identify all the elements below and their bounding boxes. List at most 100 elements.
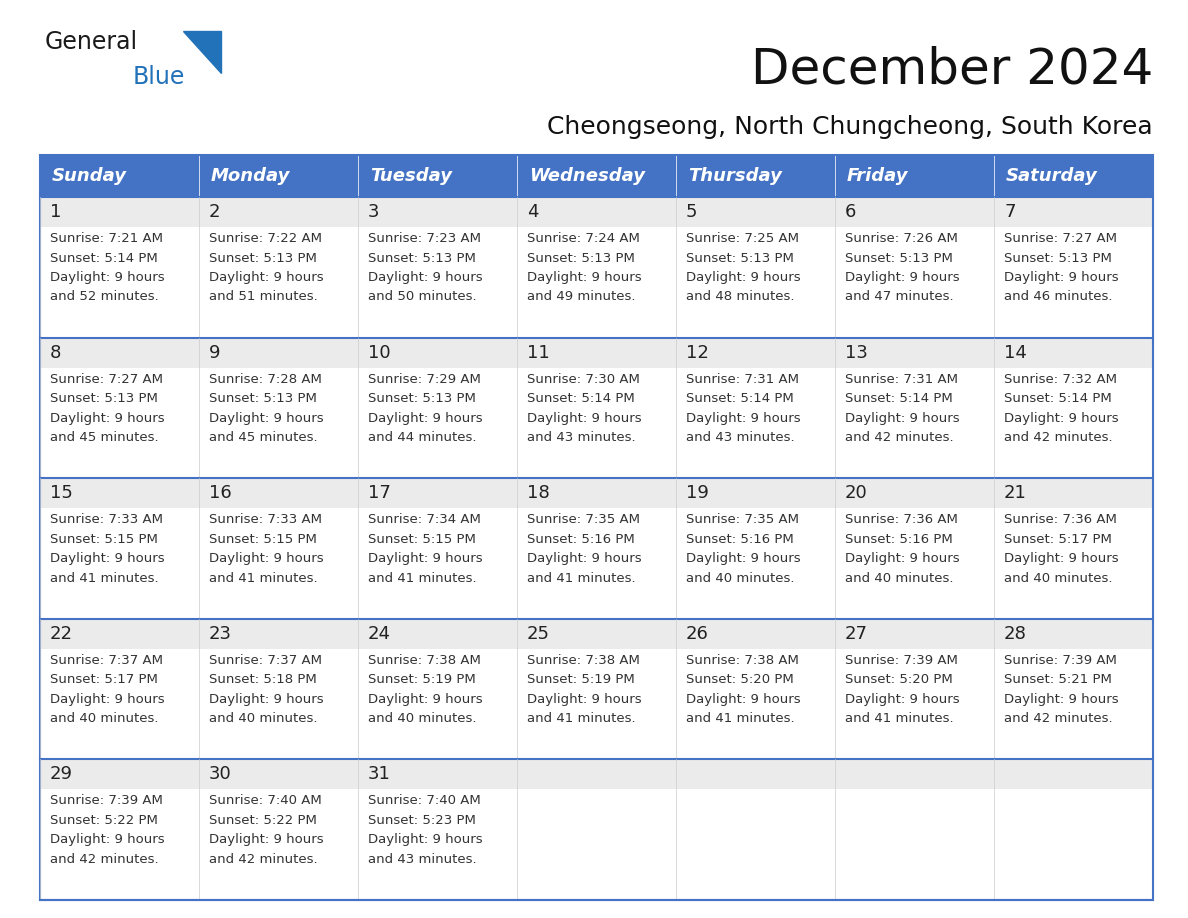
Text: 31: 31 — [368, 766, 391, 783]
Text: 22: 22 — [50, 625, 72, 643]
Text: 4: 4 — [527, 203, 538, 221]
Text: Sunset: 5:14 PM: Sunset: 5:14 PM — [1004, 392, 1112, 405]
Text: Daylight: 9 hours: Daylight: 9 hours — [845, 553, 960, 565]
Bar — [517, 759, 676, 789]
Text: Sunset: 5:14 PM: Sunset: 5:14 PM — [685, 392, 794, 405]
Bar — [994, 197, 1154, 227]
Text: Daylight: 9 hours: Daylight: 9 hours — [685, 411, 801, 425]
Bar — [676, 619, 835, 649]
Bar — [994, 338, 1154, 478]
Text: Daylight: 9 hours: Daylight: 9 hours — [368, 553, 482, 565]
Bar — [835, 197, 994, 227]
Text: and 40 minutes.: and 40 minutes. — [1004, 572, 1112, 585]
Bar — [200, 197, 358, 227]
Bar — [40, 155, 1154, 900]
Text: Daylight: 9 hours: Daylight: 9 hours — [527, 693, 642, 706]
Bar — [200, 619, 358, 649]
Text: Sunrise: 7:33 AM: Sunrise: 7:33 AM — [209, 513, 322, 526]
Bar — [676, 338, 835, 367]
Bar — [200, 759, 358, 900]
Bar — [200, 338, 358, 478]
Bar — [40, 197, 200, 227]
Bar — [676, 197, 835, 227]
Text: 29: 29 — [50, 766, 72, 783]
Bar — [676, 155, 835, 197]
Text: Daylight: 9 hours: Daylight: 9 hours — [527, 411, 642, 425]
Text: Sunrise: 7:38 AM: Sunrise: 7:38 AM — [368, 654, 481, 666]
Text: Sunset: 5:20 PM: Sunset: 5:20 PM — [845, 673, 953, 687]
Bar — [358, 759, 517, 900]
Text: and 41 minutes.: and 41 minutes. — [685, 712, 795, 725]
Bar — [835, 338, 994, 478]
Bar — [200, 155, 358, 197]
Text: Sunset: 5:15 PM: Sunset: 5:15 PM — [50, 532, 158, 545]
Text: Sunrise: 7:30 AM: Sunrise: 7:30 AM — [527, 373, 640, 386]
Text: 19: 19 — [685, 484, 709, 502]
Bar — [200, 197, 358, 338]
Text: Daylight: 9 hours: Daylight: 9 hours — [1004, 693, 1119, 706]
Text: and 42 minutes.: and 42 minutes. — [209, 853, 317, 866]
Text: Thursday: Thursday — [688, 167, 782, 185]
Bar — [835, 759, 994, 789]
Text: Sunset: 5:16 PM: Sunset: 5:16 PM — [527, 532, 634, 545]
Text: Sunrise: 7:25 AM: Sunrise: 7:25 AM — [685, 232, 800, 245]
Text: 15: 15 — [50, 484, 72, 502]
Text: Daylight: 9 hours: Daylight: 9 hours — [209, 834, 323, 846]
Text: Sunrise: 7:26 AM: Sunrise: 7:26 AM — [845, 232, 958, 245]
Text: Daylight: 9 hours: Daylight: 9 hours — [845, 693, 960, 706]
Text: Sunrise: 7:39 AM: Sunrise: 7:39 AM — [1004, 654, 1117, 666]
Bar — [358, 338, 517, 478]
Text: 30: 30 — [209, 766, 232, 783]
Text: and 41 minutes.: and 41 minutes. — [527, 572, 636, 585]
Text: Sunset: 5:14 PM: Sunset: 5:14 PM — [845, 392, 953, 405]
Text: Sunset: 5:16 PM: Sunset: 5:16 PM — [685, 532, 794, 545]
Bar — [676, 197, 835, 338]
Text: and 41 minutes.: and 41 minutes. — [527, 712, 636, 725]
Text: 7: 7 — [1004, 203, 1016, 221]
Text: Sunrise: 7:29 AM: Sunrise: 7:29 AM — [368, 373, 481, 386]
Text: and 45 minutes.: and 45 minutes. — [50, 431, 159, 444]
Text: Sunrise: 7:35 AM: Sunrise: 7:35 AM — [685, 513, 800, 526]
Text: and 41 minutes.: and 41 minutes. — [50, 572, 159, 585]
Text: Daylight: 9 hours: Daylight: 9 hours — [527, 553, 642, 565]
Text: and 42 minutes.: and 42 minutes. — [50, 853, 159, 866]
Text: and 48 minutes.: and 48 minutes. — [685, 290, 795, 304]
Text: and 47 minutes.: and 47 minutes. — [845, 290, 954, 304]
Bar — [994, 155, 1154, 197]
Bar — [358, 155, 517, 197]
Bar — [200, 478, 358, 619]
Text: Sunrise: 7:32 AM: Sunrise: 7:32 AM — [1004, 373, 1117, 386]
Text: Daylight: 9 hours: Daylight: 9 hours — [50, 553, 165, 565]
Text: 3: 3 — [368, 203, 379, 221]
Text: Sunrise: 7:40 AM: Sunrise: 7:40 AM — [209, 794, 322, 808]
Text: Daylight: 9 hours: Daylight: 9 hours — [1004, 271, 1119, 284]
Text: and 40 minutes.: and 40 minutes. — [368, 712, 476, 725]
Text: Sunday: Sunday — [52, 167, 127, 185]
Bar — [835, 197, 994, 338]
Text: Sunset: 5:19 PM: Sunset: 5:19 PM — [527, 673, 634, 687]
Text: 17: 17 — [368, 484, 391, 502]
Text: 10: 10 — [368, 343, 391, 362]
Text: Monday: Monday — [211, 167, 290, 185]
Text: Sunrise: 7:24 AM: Sunrise: 7:24 AM — [527, 232, 640, 245]
Text: 11: 11 — [527, 343, 550, 362]
Text: Sunset: 5:17 PM: Sunset: 5:17 PM — [50, 673, 158, 687]
Text: 14: 14 — [1004, 343, 1026, 362]
Bar — [517, 338, 676, 478]
Bar — [40, 619, 200, 759]
Text: Daylight: 9 hours: Daylight: 9 hours — [209, 693, 323, 706]
Text: Sunset: 5:14 PM: Sunset: 5:14 PM — [50, 252, 158, 264]
Text: 1: 1 — [50, 203, 62, 221]
Text: Sunrise: 7:36 AM: Sunrise: 7:36 AM — [845, 513, 958, 526]
Bar — [517, 759, 676, 900]
Text: and 51 minutes.: and 51 minutes. — [209, 290, 317, 304]
Bar — [200, 619, 358, 759]
Text: and 42 minutes.: and 42 minutes. — [1004, 712, 1113, 725]
Text: Daylight: 9 hours: Daylight: 9 hours — [845, 411, 960, 425]
Bar — [676, 478, 835, 619]
Bar — [835, 619, 994, 759]
Text: Sunset: 5:20 PM: Sunset: 5:20 PM — [685, 673, 794, 687]
Bar — [835, 759, 994, 900]
Text: 23: 23 — [209, 625, 232, 643]
Bar — [517, 619, 676, 759]
